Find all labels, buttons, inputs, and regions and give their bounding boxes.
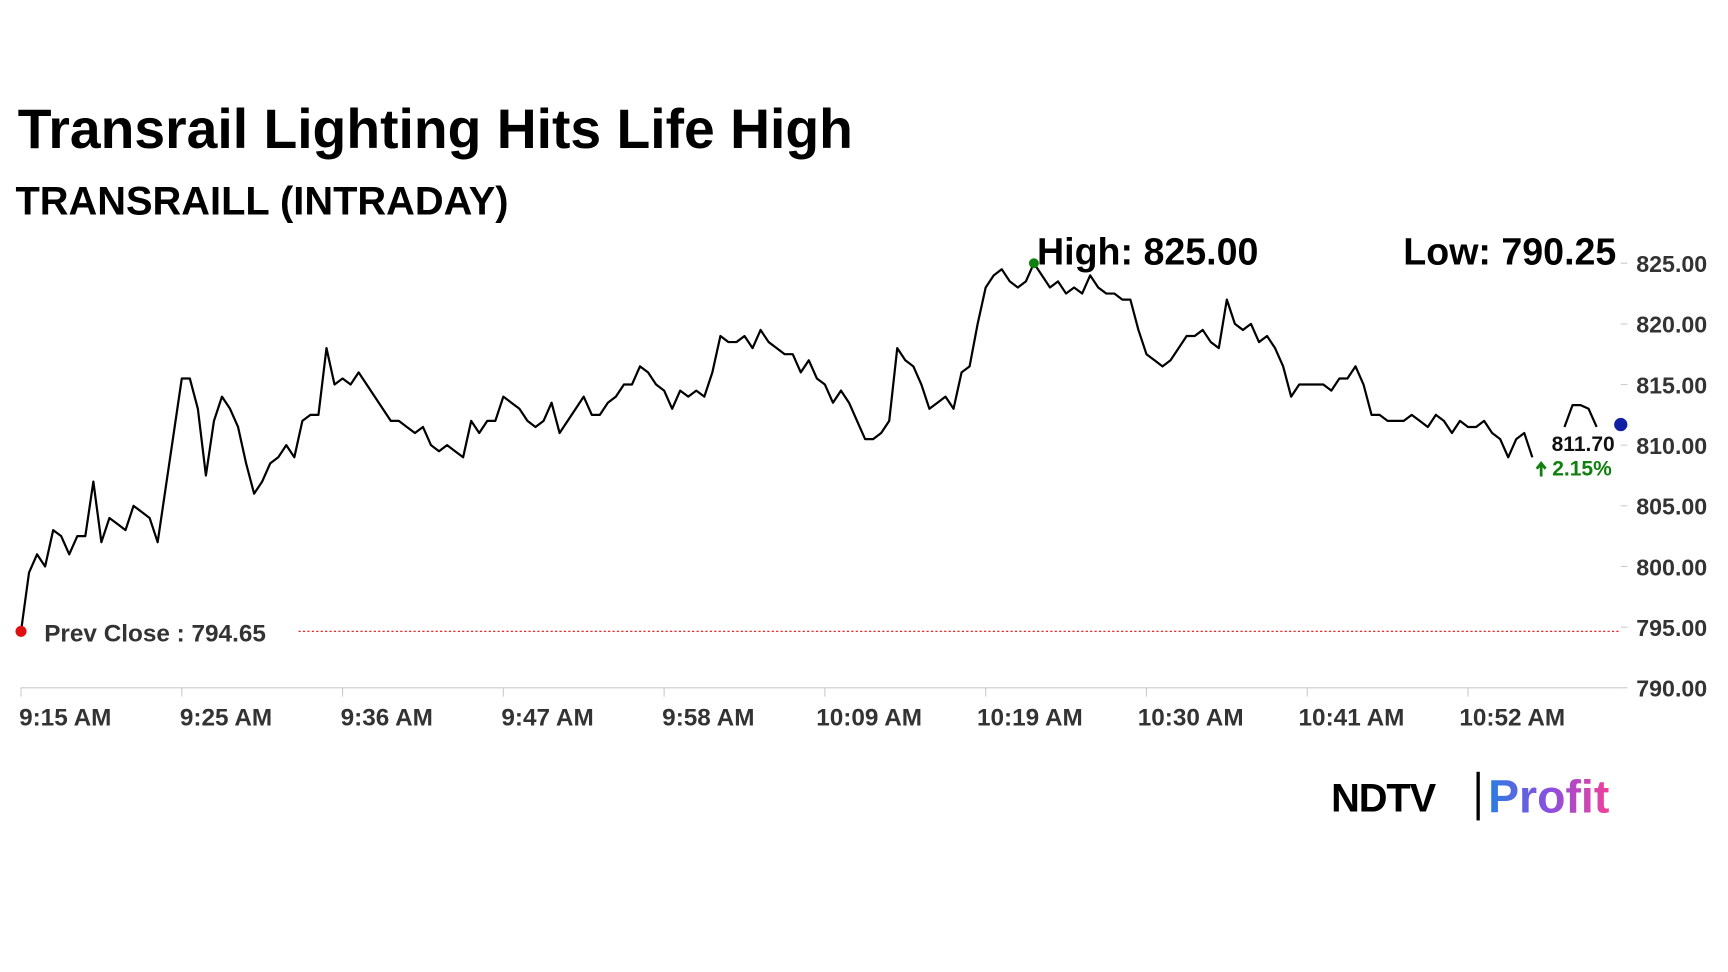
- y-tick-label: 795.00: [1636, 615, 1707, 641]
- high-marker: [1028, 258, 1039, 269]
- y-tick-label: 805.00: [1636, 494, 1707, 520]
- chart-subtitle: TRANSRAILL (INTRADAY): [15, 180, 508, 224]
- last-marker: [1614, 417, 1628, 432]
- logo: NDTV Profit: [1331, 771, 1609, 823]
- y-tick-label: 810.00: [1636, 433, 1707, 459]
- x-tick-label: 9:25 AM: [180, 704, 272, 731]
- y-tick-label: 790.00: [1636, 676, 1707, 702]
- x-tick-label: 10:30 AM: [1138, 704, 1244, 731]
- x-tick-label: 9:36 AM: [341, 704, 433, 731]
- y-tick-label: 815.00: [1636, 372, 1707, 398]
- logo-ndtv: NDTV: [1331, 777, 1436, 821]
- logo-profit: Profit: [1488, 771, 1609, 823]
- chart-title: Transrail Lighting Hits Life High: [18, 98, 853, 160]
- low-label: Low: 790.25: [1403, 230, 1616, 272]
- prev-close-marker: [15, 625, 27, 637]
- y-tick-label: 825.00: [1636, 251, 1707, 277]
- x-tick-label: 10:41 AM: [1299, 704, 1405, 731]
- last-label: 811.70: [1552, 433, 1615, 456]
- prev-close-label: Prev Close : 794.65: [44, 620, 266, 647]
- high-label: High: 825.00: [1037, 230, 1258, 272]
- x-tick-label: 10:52 AM: [1459, 704, 1565, 731]
- x-tick-label: 10:09 AM: [816, 704, 922, 731]
- x-tick-label: 9:58 AM: [662, 704, 754, 731]
- change-label: 2.15%: [1552, 457, 1612, 480]
- up-arrow: [1535, 461, 1547, 477]
- x-tick-label: 9:15 AM: [19, 704, 111, 731]
- price-line: [19, 262, 1598, 632]
- x-tick-label: 9:47 AM: [501, 704, 593, 731]
- y-tick-label: 800.00: [1636, 554, 1707, 580]
- x-tick-label: 10:19 AM: [977, 704, 1083, 731]
- y-tick-label: 820.00: [1636, 312, 1707, 338]
